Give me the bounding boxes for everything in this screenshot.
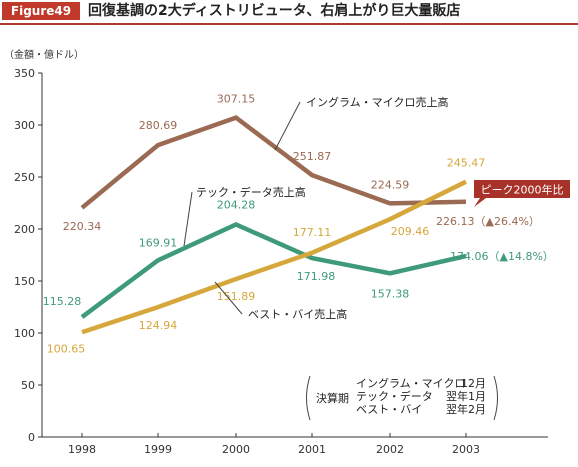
- x-tick-label: 1998: [68, 443, 96, 456]
- y-tick-label: 200: [14, 223, 35, 236]
- series-line-bestbuy: [81, 179, 467, 335]
- figure-badge: Figure49: [2, 2, 80, 20]
- y-tick-label: 0: [28, 431, 35, 444]
- title-rule: [0, 23, 578, 25]
- data-label-ingram: 226.13（▲26.4%）: [436, 215, 540, 228]
- data-label-value: 226.13: [436, 215, 475, 228]
- fiscal-bracket-right: [493, 375, 498, 421]
- data-label-bestbuy: 209.46: [391, 225, 430, 238]
- series-lines: [80, 115, 467, 335]
- data-label-ingram: 220.34: [63, 220, 102, 233]
- change-note-ingram: （▲26.4%）: [475, 215, 540, 228]
- leader-line-techdata: [183, 191, 193, 247]
- data-label-ingram: 280.69: [139, 119, 178, 132]
- data-labels: 220.34 280.69 307.15 251.87 224.59 226.13（▲26…: [43, 93, 554, 356]
- peak-callout-pointer: [474, 198, 486, 207]
- fiscal-month: 12月: [461, 377, 486, 390]
- y-tick-label: 50: [21, 379, 35, 392]
- x-tick-label: 2000: [222, 443, 250, 456]
- change-note-techdata: （▲14.8%）: [489, 250, 554, 263]
- fiscal-company: ベスト・バイ: [356, 403, 422, 416]
- data-label-value: 174.06: [450, 250, 489, 263]
- y-tick-label: 350: [14, 67, 35, 80]
- fiscal-heading: 決算期: [316, 391, 349, 405]
- peak-callout-text: ピーク2000年比: [481, 183, 564, 197]
- y-tick-label: 100: [14, 327, 35, 340]
- fiscal-company: イングラム・マイクロ: [356, 376, 465, 390]
- series-name-techdata: テック・データ売上高: [196, 185, 306, 199]
- series-name-ingram: イングラム・マイクロ売上高: [306, 95, 448, 109]
- x-tick-label: 2002: [376, 443, 404, 456]
- data-label-ingram: 251.87: [293, 150, 332, 163]
- data-label-techdata: 204.28: [217, 199, 256, 212]
- fiscal-month: 翌年1月: [446, 389, 486, 403]
- data-label-bestbuy: 245.47: [447, 157, 486, 170]
- data-label-ingram: 307.15: [217, 93, 256, 106]
- fiscal-company: テック・データ: [356, 389, 433, 403]
- leader-line-bestbuy: [214, 281, 243, 315]
- peak-callout-box: [474, 180, 570, 198]
- fiscal-month: 翌年2月: [446, 402, 486, 416]
- x-tick-label: 1999: [144, 443, 172, 456]
- figure-title: 回復基調の2大ディストリビュータ、右肩上がり巨大量販店: [88, 3, 461, 19]
- data-label-techdata: 157.38: [371, 287, 410, 300]
- leader-line-ingram: [274, 101, 301, 151]
- data-label-bestbuy: 124.94: [139, 319, 178, 332]
- data-label-techdata: 174.06（▲14.8%）: [450, 250, 554, 263]
- data-label-bestbuy: 100.65: [47, 342, 86, 355]
- y-tick-label: 250: [14, 171, 35, 184]
- data-label-techdata: 169.91: [139, 236, 178, 249]
- unit-label: （金額・億ドル）: [4, 48, 84, 61]
- data-label-techdata: 115.28: [43, 295, 82, 308]
- data-label-techdata: 171.98: [297, 270, 336, 283]
- series-line-ingram: [80, 115, 467, 210]
- x-tick-label: 2003: [452, 443, 480, 456]
- axes: （金額・億ドル） 0 50 100 150 200 250 300 350 1998 1999 200…: [4, 48, 548, 456]
- y-tick-label: 150: [14, 275, 35, 288]
- x-tick-label: 2001: [298, 443, 326, 456]
- data-label-ingram: 224.59: [371, 178, 410, 191]
- data-label-bestbuy: 151.89: [217, 290, 256, 303]
- data-label-bestbuy: 177.11: [293, 226, 332, 239]
- fiscal-bracket-left: [306, 375, 311, 421]
- series-line-techdata: [80, 222, 467, 319]
- y-tick-label: 300: [14, 119, 35, 132]
- series-name-bestbuy: ベスト・バイ売上高: [248, 307, 347, 321]
